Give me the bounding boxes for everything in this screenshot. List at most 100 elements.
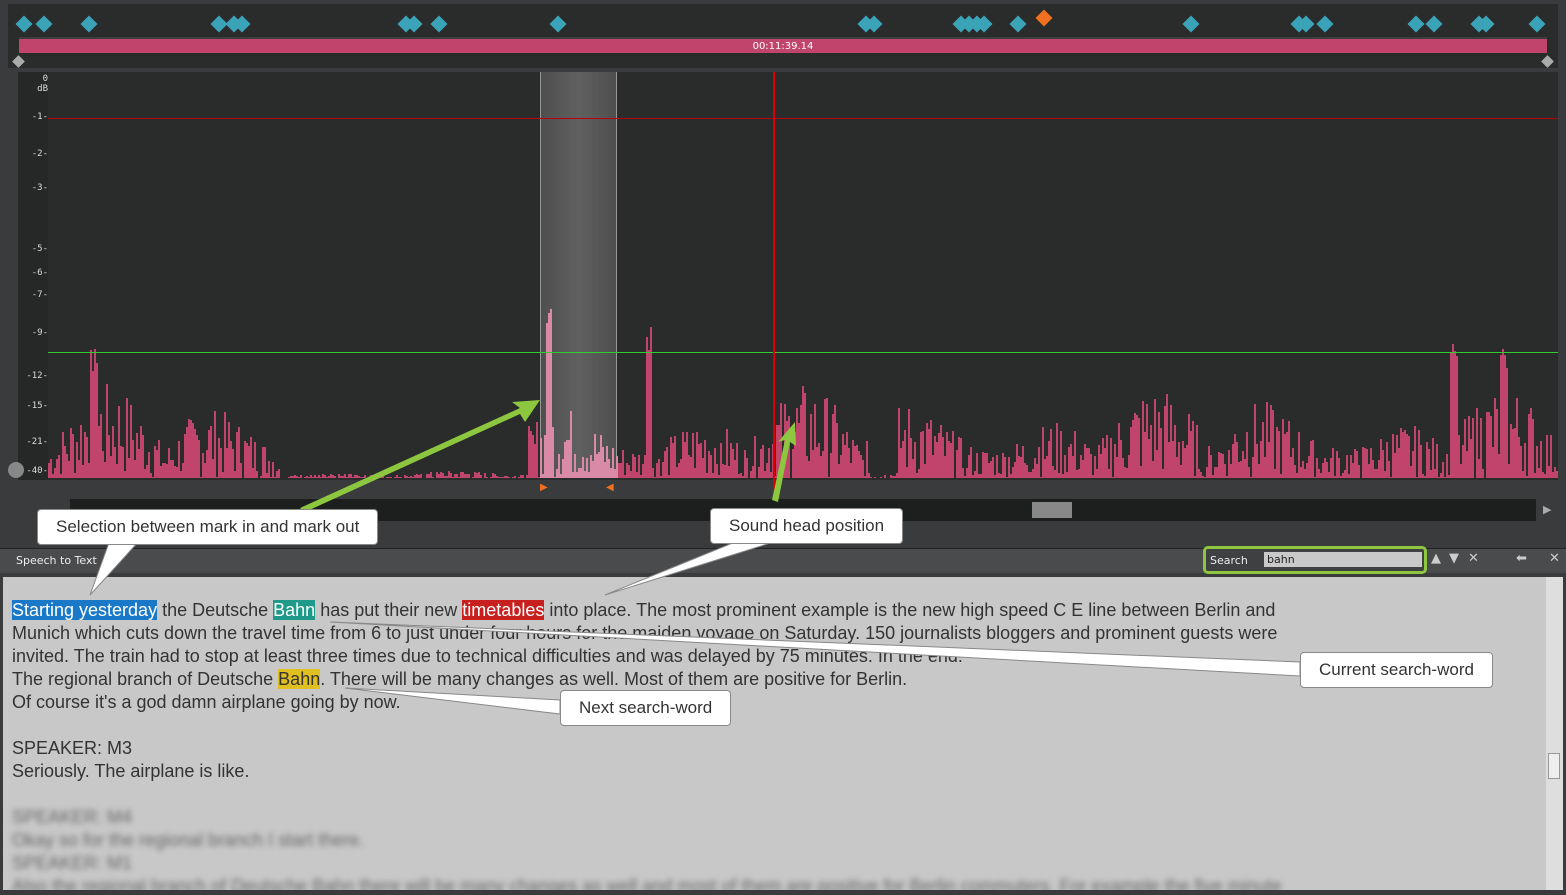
waveform-bar xyxy=(1500,354,1502,478)
waveform-bar xyxy=(1334,476,1336,478)
waveform-bar xyxy=(1478,458,1480,478)
marker-icon[interactable] xyxy=(1182,15,1200,33)
waveform-bar xyxy=(1042,427,1044,478)
waveform-bar xyxy=(590,454,592,478)
waveform-bar xyxy=(634,456,636,478)
waveform-bar xyxy=(990,460,992,478)
waveform-bar xyxy=(174,466,176,478)
waveform-bar xyxy=(1496,409,1498,478)
timeline-overview[interactable]: 00:11:39.14 xyxy=(8,4,1558,68)
waveform-bar xyxy=(1520,446,1522,478)
search-next-icon[interactable]: ▼ xyxy=(1449,551,1459,566)
level-threshold-line[interactable] xyxy=(48,352,1558,353)
waveform-bar xyxy=(214,410,216,478)
waveform-bar xyxy=(1524,443,1526,478)
mark-in-icon[interactable]: ▶ xyxy=(540,482,548,493)
waveform-bar xyxy=(826,398,828,478)
zoom-knob[interactable] xyxy=(8,462,24,478)
waveform-bar xyxy=(1172,441,1174,478)
current-marker-icon[interactable] xyxy=(1035,9,1053,27)
waveform-bar xyxy=(1338,458,1340,478)
close-panel-icon[interactable]: ✕ xyxy=(1549,551,1560,566)
search-box: Search xyxy=(1203,546,1427,574)
waveform-bar xyxy=(1240,460,1242,478)
range-start-handle[interactable] xyxy=(12,55,25,68)
marker-icon[interactable] xyxy=(15,15,33,33)
vertical-scrollbar[interactable] xyxy=(1546,577,1563,890)
waveform-bar xyxy=(544,434,546,478)
back-arrow-icon[interactable]: ⬅ xyxy=(1516,551,1527,566)
waveform-bar xyxy=(852,440,854,478)
db-unit-label: dB xyxy=(37,84,48,94)
waveform-bar xyxy=(116,463,118,478)
waveform-bar xyxy=(68,460,70,478)
marker-icon[interactable] xyxy=(35,15,53,33)
marker-icon[interactable] xyxy=(1407,15,1425,33)
scrollbar-thumb[interactable] xyxy=(1548,753,1560,779)
search-clear-icon[interactable]: ✕ xyxy=(1468,551,1479,566)
waveform-bar xyxy=(1108,468,1110,478)
mark-out-icon[interactable]: ◀ xyxy=(606,482,614,493)
transcript-text[interactable]: Starting yesterday the Deutsche Bahn has… xyxy=(3,577,1546,890)
waveform-bar xyxy=(1404,429,1406,478)
waveform-bar xyxy=(1168,441,1170,478)
waveform-bar xyxy=(1384,471,1386,478)
waveform-bar xyxy=(838,463,840,478)
waveform-bar xyxy=(550,309,552,478)
waveform-bar xyxy=(152,476,154,478)
peak-threshold-line xyxy=(48,118,1558,119)
marker-icon[interactable] xyxy=(1425,15,1443,33)
waveform-bar xyxy=(1206,467,1208,478)
waveform-bar xyxy=(814,403,816,478)
next-search-word[interactable]: Bahn xyxy=(278,669,321,689)
waveform-bar xyxy=(1096,469,1098,478)
scroll-right-icon[interactable]: ▶ xyxy=(1543,503,1552,516)
waveform-bar xyxy=(162,463,164,478)
waveform-view[interactable]: 0 dB -1- -2- -3- -5- -6- -7- -9- -12- -15- -21- -40-… xyxy=(8,72,1558,498)
marker-icon[interactable] xyxy=(430,15,448,33)
waveform-bar xyxy=(554,477,556,478)
waveform-bar xyxy=(52,473,54,478)
waveform-bar xyxy=(74,472,76,478)
marker-icon[interactable] xyxy=(1316,15,1334,33)
waveform-bar xyxy=(1228,449,1230,478)
waveform-bar xyxy=(1018,456,1020,478)
waveform-bar xyxy=(1406,434,1408,478)
waveform-bar xyxy=(548,312,550,478)
search-input[interactable] xyxy=(1264,552,1422,567)
waveform-bar xyxy=(984,452,986,478)
waveform-bar xyxy=(1452,343,1454,478)
text-line: Munich which cuts down the travel time f… xyxy=(12,623,1278,643)
waveform-bar xyxy=(650,326,652,478)
current-spoken-word[interactable]: timetables xyxy=(462,600,545,620)
waveform-bar xyxy=(1036,464,1038,478)
waveform-bar xyxy=(704,440,706,478)
current-search-word[interactable]: Bahn xyxy=(273,600,316,620)
waveform-bar xyxy=(610,467,612,478)
scrollbar-thumb[interactable] xyxy=(1032,502,1072,518)
selected-text[interactable]: Starting yesterday xyxy=(12,600,158,620)
timeline-range-bar[interactable]: 00:11:39.14 xyxy=(19,37,1547,53)
waveform-bar xyxy=(220,447,222,478)
waveform-plot[interactable] xyxy=(48,72,1558,478)
waveform-bar xyxy=(960,438,962,478)
waveform-bar xyxy=(1148,438,1150,478)
waveform-bar xyxy=(1060,431,1062,478)
search-previous-icon[interactable]: ▲ xyxy=(1431,551,1441,566)
marker-icon[interactable] xyxy=(549,15,567,33)
selection-region[interactable] xyxy=(540,72,617,478)
waveform-bar xyxy=(1128,455,1130,478)
waveform-bar xyxy=(166,463,168,478)
waveform-bar xyxy=(1396,435,1398,478)
waveform-bar xyxy=(126,398,128,478)
marker-icon[interactable] xyxy=(1528,15,1546,33)
range-end-handle[interactable] xyxy=(1541,55,1554,68)
marker-icon[interactable] xyxy=(80,15,98,33)
waveform-bar xyxy=(558,454,560,478)
waveform-bar xyxy=(228,422,230,478)
sound-head-playhead[interactable] xyxy=(773,72,775,498)
waveform-bar xyxy=(1078,469,1080,478)
waveform-bar xyxy=(298,476,300,478)
marker-icon[interactable] xyxy=(1009,15,1027,33)
waveform-bar xyxy=(928,429,930,478)
